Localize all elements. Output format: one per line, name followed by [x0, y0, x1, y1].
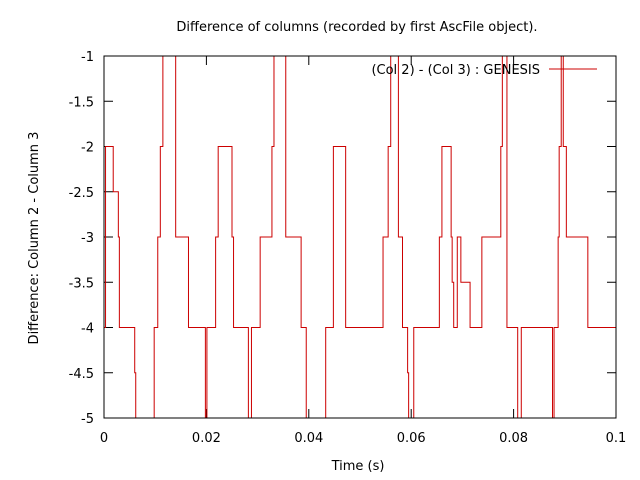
x-axis-label: Time (s) [331, 459, 385, 474]
x-tick-label: 0.06 [397, 431, 426, 446]
y-tick-label: -2.5 [69, 186, 94, 201]
y-tick-label: -4.5 [69, 367, 94, 382]
chart-title: Difference of columns (recorded by first… [176, 20, 537, 35]
y-tick-label: -4 [81, 322, 94, 337]
y-tick-label: -3.5 [69, 276, 94, 291]
plot-border [103, 55, 617, 419]
x-tick-labels: 0 0.02 0.04 0.06 0.08 0.1 [100, 431, 626, 446]
y-axis-label: Difference: Column 2 - Column 3 [27, 132, 42, 345]
legend: (Col 2) - (Col 3) : GENESIS [371, 63, 597, 78]
y-tick-labels: -5 -4.5 -4 -3.5 -3 -2.5 -2 -1.5 -1 [69, 50, 94, 427]
x-tick-label: 0.08 [499, 431, 528, 446]
series-line [104, 55, 616, 419]
y-tick-label: -5 [81, 412, 94, 427]
x-tick-label: 0 [100, 431, 108, 446]
y-tick-label: -1 [81, 50, 94, 65]
y-tick-label: -1.5 [69, 95, 94, 110]
legend-label: (Col 2) - (Col 3) : GENESIS [371, 63, 540, 78]
y-tick-label: -2 [81, 141, 94, 156]
x-tick-label: 0.02 [192, 431, 221, 446]
x-tick-label: 0.04 [294, 431, 323, 446]
y-tick-label: -3 [81, 231, 94, 246]
series-layer [104, 55, 616, 419]
x-tick-label: 0.1 [606, 431, 627, 446]
